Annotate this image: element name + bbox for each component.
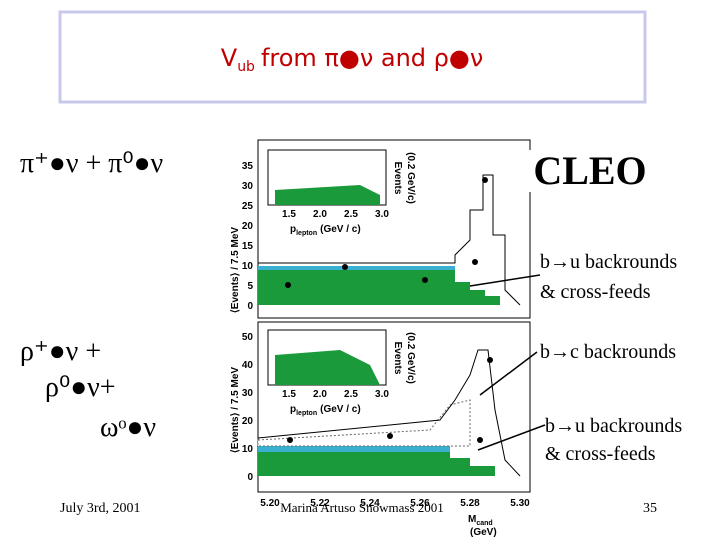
y-axis-label-bottom: ⟨Events⟩ / 7.5 MeV bbox=[230, 367, 241, 454]
arrow-bu2 bbox=[477, 424, 546, 451]
inset-x-tick-label: 1.5 bbox=[282, 209, 296, 220]
inset-x-tick-label: 3.0 bbox=[375, 209, 389, 220]
top-panel bbox=[257, 139, 531, 319]
top-y-tick-label: 10 bbox=[242, 261, 254, 272]
bottom-y-tick-label: 0 bbox=[247, 472, 253, 483]
x-tick-label: 5.20 bbox=[260, 498, 280, 509]
x-axis-label: Mcand (GeV) bbox=[468, 514, 497, 538]
bottom-panel bbox=[257, 321, 531, 493]
bc-label: b→c backrounds bbox=[540, 341, 676, 363]
inset-y-unit-2: (0.2 GeV/c) bbox=[405, 332, 416, 384]
bu1-line1: b→u backrounds bbox=[540, 251, 677, 273]
top-y-tick-label: 25 bbox=[242, 201, 254, 212]
arrow-bc bbox=[479, 351, 538, 396]
x-tick-label: 5.28 bbox=[460, 498, 480, 509]
bottom-y-tick-label: 50 bbox=[242, 332, 254, 343]
bu2-line2: & cross-feeds bbox=[545, 443, 656, 465]
bottom-y-tick-label: 30 bbox=[242, 388, 254, 399]
inset-x-tick-label: 2.0 bbox=[313, 389, 327, 400]
inset-x-main: p bbox=[290, 224, 296, 235]
top-y-tick-label: 15 bbox=[242, 241, 254, 252]
top-y-tick-label: 35 bbox=[242, 161, 254, 172]
inset-x-label: plepton (GeV / c) bbox=[290, 224, 361, 237]
x-label-sub: cand bbox=[476, 520, 492, 527]
bu1-line2: & cross-feeds bbox=[540, 281, 651, 303]
inset-y-unit: (0.2 GeV/c) bbox=[405, 152, 416, 204]
inset-x-tick-label: 2.0 bbox=[313, 209, 327, 220]
x-label-main: M bbox=[468, 514, 476, 525]
title-rest: from π●ν and ρ●ν bbox=[261, 44, 483, 72]
arrows bbox=[469, 274, 546, 451]
top-y-tick-label: 5 bbox=[247, 281, 253, 292]
experiment: CLEO bbox=[533, 148, 646, 193]
inset-x-unit: (GeV / c) bbox=[320, 224, 361, 235]
title-sub: ub bbox=[237, 59, 255, 75]
inset-y-label: Events bbox=[392, 162, 403, 195]
footer-page: 35 bbox=[643, 501, 657, 516]
plot bbox=[257, 139, 531, 493]
arrow-bu1 bbox=[469, 274, 541, 287]
label-rho2: ρ⁰●ν+ bbox=[45, 372, 116, 403]
bottom-y-tick-label: 20 bbox=[242, 416, 254, 427]
slide-title: Vub from π●ν and ρ●ν bbox=[221, 44, 483, 75]
x-tick-label: 5.26 bbox=[410, 498, 430, 509]
top-y-tick-label: 0 bbox=[247, 301, 253, 312]
x-tick-label: 5.30 bbox=[510, 498, 530, 509]
bottom-y-tick-label: 40 bbox=[242, 360, 254, 371]
inset-x-main-2: p bbox=[290, 404, 296, 415]
inset-x-tick-label: 2.5 bbox=[344, 209, 358, 220]
x-tick-label: 5.22 bbox=[310, 498, 330, 509]
inset-x-unit-2: (GeV / c) bbox=[320, 404, 361, 415]
x-label-unit: (GeV) bbox=[470, 527, 497, 538]
right-labels: b→u backrounds & cross-feeds b→c backrou… bbox=[540, 251, 682, 465]
footer-author: Marina Artuso Snowmass 2001 bbox=[280, 500, 444, 515]
inset-x-tick-label: 1.5 bbox=[282, 389, 296, 400]
label-pi: π⁺●ν + π⁰●ν bbox=[20, 148, 163, 179]
title-box bbox=[58, 10, 647, 104]
inset-x-tick-label: 3.0 bbox=[375, 389, 389, 400]
bu2-line1: b→u backrounds bbox=[545, 415, 682, 437]
top-y-tick-label: 20 bbox=[242, 221, 254, 232]
inset-x-label-2: plepton (GeV / c) bbox=[290, 404, 361, 417]
inset-y-label-2: Events bbox=[392, 342, 403, 375]
cleo-box bbox=[525, 150, 655, 192]
inset-x-sub: lepton bbox=[296, 230, 317, 237]
inset-labels: Events (0.2 GeV/c) plepton (GeV / c) Even… bbox=[290, 152, 416, 417]
bottom-y-tick-label: 10 bbox=[242, 444, 254, 455]
label-rho1: ρ⁺●ν + bbox=[20, 336, 101, 367]
title-main: V bbox=[221, 44, 238, 72]
top-y-tick-label: 30 bbox=[242, 181, 254, 192]
x-tick-label: 5.24 bbox=[360, 498, 380, 509]
y-axis-label: ⟨Events⟩ / 7.5 MeV bbox=[230, 227, 241, 314]
label-omega: ωᵒ●ν bbox=[100, 412, 156, 443]
inset-x-tick-label: 2.5 bbox=[344, 389, 358, 400]
inset-x-sub-2: lepton bbox=[296, 410, 317, 417]
footer-date: July 3rd, 2001 bbox=[60, 501, 141, 516]
